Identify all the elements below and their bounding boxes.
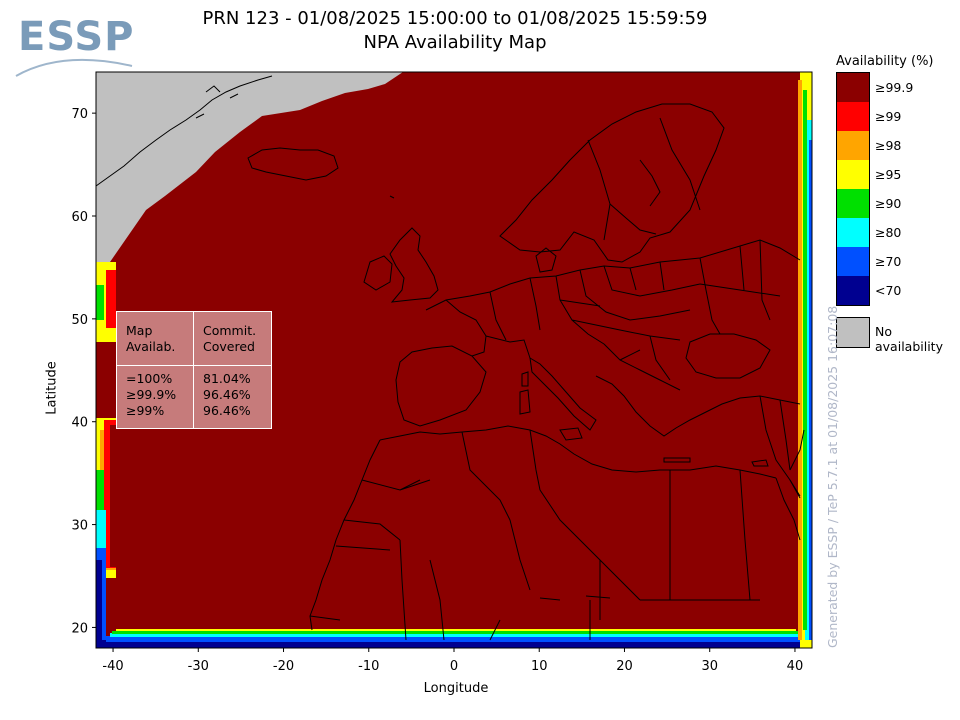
south-band-cyan <box>110 633 800 637</box>
coastline-north-africa <box>379 425 777 479</box>
east-band-cyan <box>805 120 812 640</box>
borders-africa <box>309 429 760 641</box>
logo-swoosh <box>15 58 133 77</box>
generated-by-credit: Generated by ESSP / TeP 5.7.1 at 01/08/2… <box>825 305 840 648</box>
legend-label-1: ≥99 <box>875 109 902 124</box>
coastline-west-africa <box>309 439 381 631</box>
east-band-orange <box>798 80 802 640</box>
stats-header-map-availability: Map Availab. <box>126 323 176 354</box>
y-tick-label: 50 <box>71 313 88 328</box>
coastline-great-britain <box>389 227 439 303</box>
y-axis-title: Latitude <box>44 361 60 415</box>
x-tick-label: 30 <box>701 659 718 674</box>
logo-text: ESSP <box>18 14 135 60</box>
coastline-cyprus <box>751 459 769 467</box>
coastline-black-sea <box>685 333 771 379</box>
y-tick-label: 30 <box>71 519 88 534</box>
legend-label-4: ≥90 <box>875 196 902 211</box>
coastline-arabia <box>789 429 805 471</box>
y-tick-label: 60 <box>71 210 88 225</box>
x-tick-label: 0 <box>450 659 458 674</box>
coastline-france <box>445 299 531 359</box>
availability-stats-table: Map Availab. Commit. Covered =100% ≥99.9… <box>116 311 272 429</box>
essp-logo: ESSP <box>12 10 152 82</box>
coastlines-and-borders <box>95 75 805 641</box>
legend-label-6: ≥70 <box>875 254 902 269</box>
coastline-scandinavia <box>499 103 725 263</box>
coastline-denmark <box>535 247 557 273</box>
x-axis-title: Longitude <box>423 681 489 696</box>
coastline-corsica <box>521 371 529 387</box>
y-tick-label: 20 <box>71 621 88 636</box>
coastline-iberia <box>395 345 487 427</box>
border-sweden <box>587 139 611 241</box>
coastline-iceland <box>247 147 339 181</box>
coastline-sardinia <box>519 389 531 415</box>
legend-swatch-no-availability <box>836 317 870 348</box>
legend-swatch-7 <box>837 276 869 305</box>
coastline-faroe <box>389 195 395 199</box>
border-finland <box>659 117 701 211</box>
stats-percentages: 81.04% 96.46% 96.46% <box>203 371 251 418</box>
west-band-navy <box>96 560 102 648</box>
legend-swatch-1 <box>837 102 869 131</box>
legend-label-7: <70 <box>875 283 902 298</box>
borders-eastern-europe <box>699 239 781 335</box>
coastline-greenland <box>95 75 273 187</box>
legend-color-bar <box>836 72 870 306</box>
coastline-balkans <box>595 375 801 437</box>
legend-swatch-6 <box>837 247 869 276</box>
legend-swatch-4 <box>837 189 869 218</box>
coastline-baltic <box>609 159 661 235</box>
y-tick-label: 40 <box>71 416 88 431</box>
stats-header-commit-covered: Commit. Covered <box>203 323 257 354</box>
map-title-line1: PRN 123 - 01/08/2025 15:00:00 to 01/08/2… <box>202 8 708 29</box>
coastline-ireland <box>363 255 393 291</box>
x-tick-label: -10 <box>358 659 379 674</box>
legend-swatch-0 <box>837 73 869 102</box>
east-band-blue <box>809 140 812 640</box>
west-band-darkred <box>110 425 116 567</box>
west-band-red-1 <box>106 270 116 328</box>
south-band-yellow <box>116 629 796 631</box>
legend-label-5: ≥80 <box>875 225 902 240</box>
stats-thresholds: =100% ≥99.9% ≥99% <box>126 371 177 418</box>
x-tick-label: -30 <box>188 659 209 674</box>
coastline-italy <box>529 357 597 431</box>
east-band-green <box>803 90 807 630</box>
legend-swatch-3 <box>837 160 869 189</box>
legend-label-3: ≥95 <box>875 167 902 182</box>
legend-label-0: ≥99.9 <box>875 80 914 95</box>
x-tick-label: -40 <box>102 659 123 674</box>
no-availability-region <box>96 72 403 268</box>
legend-label-no-availability: No availability <box>875 324 943 354</box>
south-band-blue <box>106 636 806 642</box>
legend-swatch-5 <box>837 218 869 247</box>
legend-title: Availability (%) <box>836 54 934 69</box>
south-band-green <box>112 631 798 634</box>
x-tick-label: -20 <box>273 659 294 674</box>
x-axis-ticks: -40 -30 -20 -10 0 10 20 30 40 <box>102 648 803 674</box>
coastline-crete <box>663 457 691 463</box>
map-title-line2: NPA Availability Map <box>363 32 547 53</box>
legend-label-2: ≥98 <box>875 138 902 153</box>
south-band-navy <box>96 640 812 648</box>
coastline-europe-mainland <box>425 239 801 311</box>
coastline-greenland-fragments <box>195 85 239 119</box>
x-tick-label: 40 <box>787 659 804 674</box>
coastline-sicily <box>559 427 583 441</box>
west-band-green-1 <box>96 285 104 320</box>
x-tick-label: 20 <box>616 659 633 674</box>
coastline-red-sea <box>775 477 801 541</box>
x-tick-label: 10 <box>531 659 548 674</box>
y-axis-ticks: 20 30 40 50 60 70 <box>71 107 96 636</box>
borders-central-europe <box>489 261 701 391</box>
y-tick-label: 70 <box>71 107 88 122</box>
legend-swatch-2 <box>837 131 869 160</box>
